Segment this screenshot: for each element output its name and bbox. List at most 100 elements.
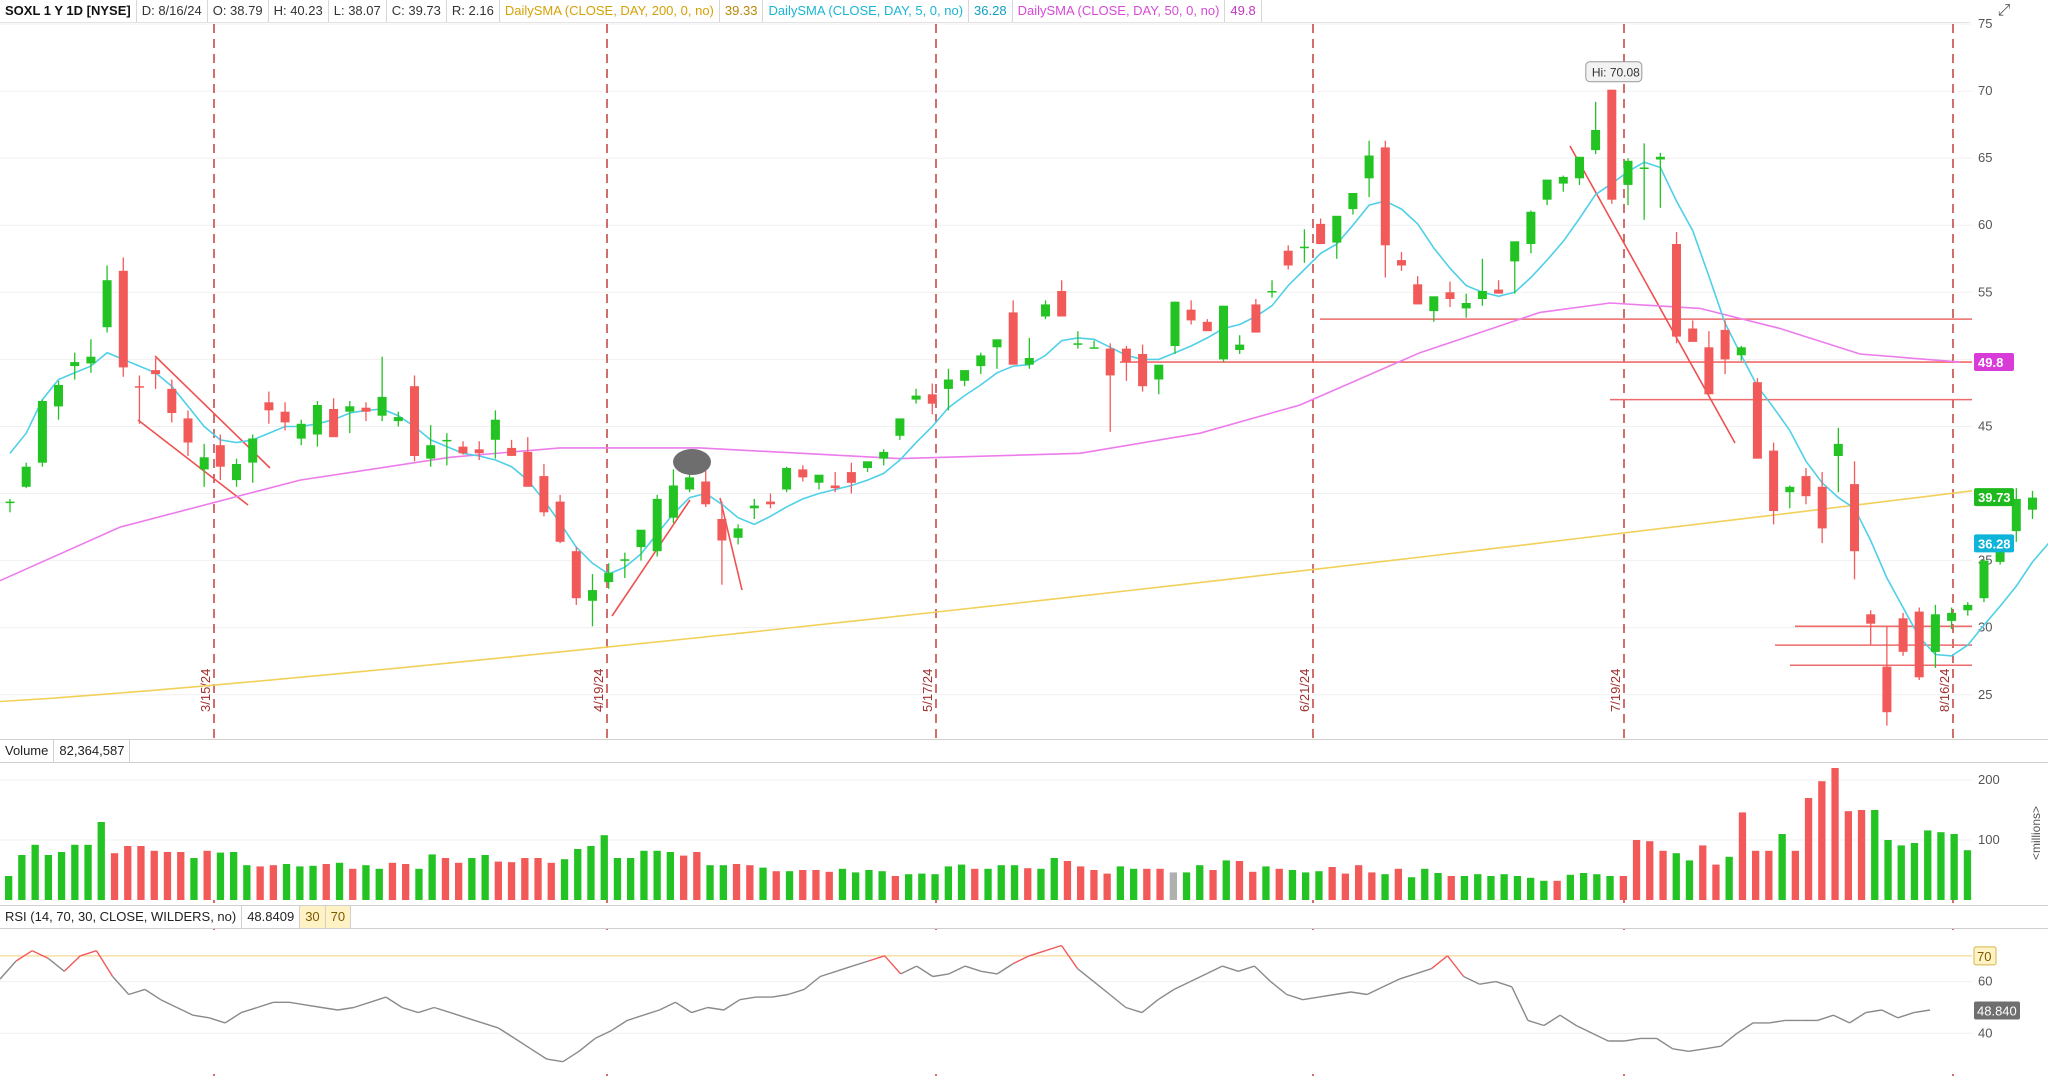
volume-bar: [1421, 868, 1429, 900]
price-axis-tick: 55: [1978, 284, 1992, 299]
rsi-line-segment: [1527, 1019, 1545, 1027]
volume-bar: [507, 862, 516, 900]
rsi-line-segment: [562, 1050, 580, 1063]
low-readout: L: 38.07: [329, 0, 387, 22]
rsi-line-segment: [1045, 944, 1062, 952]
candle-body: [1364, 155, 1374, 179]
sma50-study-label[interactable]: DailySMA (CLOSE, DAY, 50, 0, no): [1013, 0, 1226, 22]
sma200-study-label[interactable]: DailySMA (CLOSE, DAY, 200, 0, no): [500, 0, 720, 22]
volume-bar: [627, 858, 635, 900]
candle-body: [976, 355, 986, 367]
candle-body: [523, 451, 533, 487]
rsi-line-segment: [1720, 1032, 1738, 1047]
volume-bar: [1368, 872, 1376, 900]
volume-bar: [905, 874, 913, 900]
rsi-label[interactable]: RSI (14, 70, 30, CLOSE, WILDERS, no): [0, 906, 243, 928]
volume-bar: [388, 862, 397, 900]
candle-body: [1591, 130, 1601, 151]
rsi-line-segment: [1865, 1009, 1882, 1014]
candle-body: [814, 474, 824, 483]
volume-bar: [1765, 850, 1773, 900]
volume-bar: [1553, 880, 1561, 900]
candle-body: [846, 472, 856, 483]
volume-bar: [1487, 876, 1495, 900]
candle-body: [1898, 618, 1908, 652]
candle-body: [1930, 614, 1940, 652]
rsi-line-segment: [675, 1001, 692, 1014]
rsi-line-segment: [1769, 1019, 1786, 1024]
rsi-line-segment: [514, 1037, 532, 1050]
volume-bar: [574, 849, 582, 900]
candle-body: [555, 501, 565, 542]
sma5-price-tag-box: [1974, 534, 2014, 553]
rsi-line-segment: [643, 1009, 660, 1016]
high-label-box: [1585, 61, 1643, 83]
rsi-line-segment: [1897, 1011, 1915, 1019]
volume-bar: [428, 854, 436, 900]
price-axis-tick: 75: [1978, 16, 1992, 31]
volume-bar: [1791, 850, 1799, 900]
candle-body: [701, 481, 711, 505]
rsi-line-segment: [1511, 986, 1529, 1021]
volume-bar: [243, 865, 251, 900]
volume-bar: [1778, 834, 1786, 900]
rsi-line-segment: [433, 1006, 451, 1014]
volume-bar: [825, 871, 833, 900]
volume-bar: [666, 852, 674, 900]
volume-bar: [1103, 873, 1111, 900]
volume-bar: [322, 864, 330, 900]
candle-body: [1882, 666, 1892, 713]
volume-bar: [137, 846, 145, 900]
rsi-value: 48.8409: [242, 906, 301, 928]
sma50-line: [0, 302, 1961, 582]
candle-body: [1979, 560, 1989, 599]
candle-body: [86, 356, 96, 364]
volume-label[interactable]: Volume: [0, 740, 55, 762]
symbol-label[interactable]: SOXL 1 Y 1D [NYSE]: [0, 0, 137, 22]
rsi-line-segment: [112, 976, 130, 995]
rsi-line-segment: [964, 965, 982, 972]
volume-bar: [110, 853, 119, 900]
candle-body: [377, 396, 387, 416]
candle-body: [264, 402, 274, 411]
volume-bar: [163, 852, 172, 900]
volume-bar: [1090, 870, 1098, 900]
expand-icon[interactable]: ⤢: [1997, 2, 2011, 19]
candle-body: [1170, 301, 1180, 346]
trend-line: [137, 419, 249, 506]
rsi-line-segment: [1173, 980, 1191, 991]
volume-bar: [1513, 876, 1522, 900]
rsi-line-segment: [1672, 1048, 1689, 1052]
volume-bar: [1632, 840, 1641, 900]
candle-body: [1413, 284, 1423, 305]
candle-body: [1348, 193, 1358, 210]
candle-body: [345, 406, 355, 412]
volume-bar: [852, 872, 860, 900]
volume-bar: [1831, 768, 1839, 900]
volume-bar: [1010, 865, 1019, 900]
rsi-line-segment: [1366, 986, 1384, 996]
rsi-line-segment: [1559, 1014, 1577, 1027]
candle-body: [426, 445, 436, 459]
candle-body: [1105, 348, 1115, 376]
candle-body: [1332, 215, 1342, 243]
rsi-line-segment: [1012, 955, 1030, 965]
rsi-line-segment: [996, 963, 1014, 975]
rsi-line-segment: [1157, 988, 1175, 1001]
rsi-line-segment: [578, 1037, 596, 1052]
candle-body: [215, 445, 225, 467]
sma5-study-label[interactable]: DailySMA (CLOSE, DAY, 5, 0, no): [763, 0, 970, 22]
volume-axis-tick: 100: [1978, 832, 2000, 847]
volume-bar: [1169, 872, 1177, 900]
volume-bar: [1209, 870, 1217, 900]
volume-bar: [957, 864, 966, 900]
rsi-line-segment: [691, 1006, 708, 1014]
volume-bar: [1804, 798, 1813, 900]
volume-bar: [878, 871, 886, 900]
volume-bar: [1235, 861, 1244, 900]
volume-bar: [150, 850, 158, 900]
volume-bar: [613, 858, 622, 900]
rsi-line-segment: [980, 970, 998, 975]
rsi-value-tag: 48.840: [1977, 1003, 2017, 1018]
rsi-high-level: 70: [325, 906, 352, 928]
